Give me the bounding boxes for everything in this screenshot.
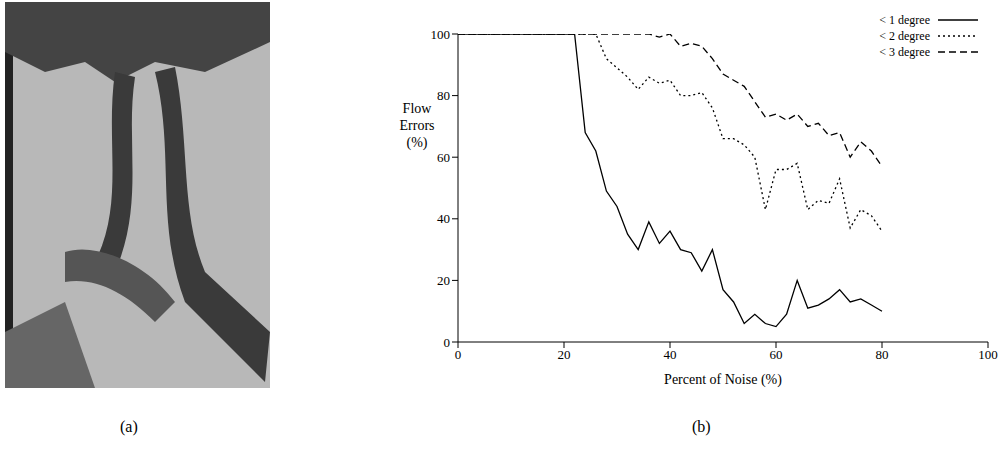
- html-text:< 1 degree: < 1 degree: [879, 12, 930, 27]
- svg-text:60: 60: [437, 150, 450, 165]
- svg-text:Percent of Noise (%): Percent of Noise (%): [664, 372, 782, 388]
- svg-text:80: 80: [876, 347, 889, 362]
- html-text:< 2 degree: < 2 degree: [879, 28, 930, 43]
- html-text:(b): (b): [692, 418, 711, 435]
- html-text:< 3 degree: < 3 degree: [879, 44, 930, 59]
- svg-text:20: 20: [437, 273, 450, 288]
- svg-text:40: 40: [437, 211, 450, 226]
- svg-text:60: 60: [770, 347, 783, 362]
- svg-text:80: 80: [437, 88, 450, 103]
- svg-text:0: 0: [444, 335, 451, 350]
- svg-text:40: 40: [664, 347, 677, 362]
- svg-text:0: 0: [455, 347, 462, 362]
- html-text:(a): (a): [120, 418, 138, 435]
- html-text:Flow Errors (%): Flow Errors (%): [399, 101, 435, 150]
- svg-text:100: 100: [431, 27, 451, 42]
- svg-text:100: 100: [978, 347, 998, 362]
- svg-text:20: 20: [558, 347, 571, 362]
